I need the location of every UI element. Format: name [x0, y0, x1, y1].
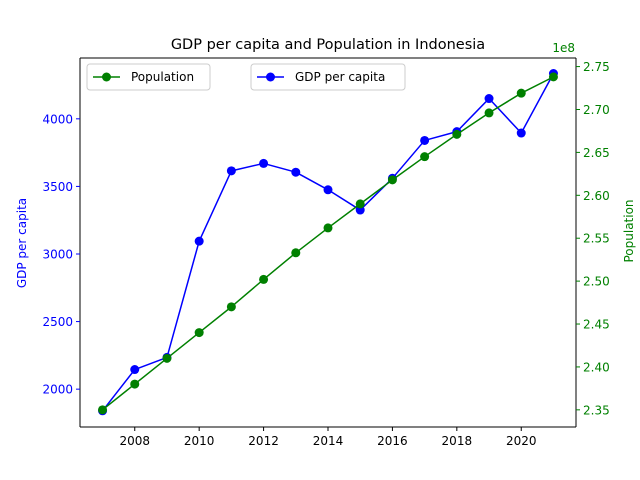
left-axis-label: GDP per capita	[15, 198, 29, 288]
data-point-gdp-per-capita	[484, 94, 494, 104]
right-tick-label: 2.70	[583, 103, 610, 117]
data-point-gdp-per-capita	[420, 135, 430, 145]
legend-population: Population	[86, 63, 211, 91]
left-tick-label: 2000	[42, 383, 73, 397]
right-tick-label: 2.40	[583, 360, 610, 374]
series-layer	[98, 69, 558, 416]
data-point-gdp-per-capita	[259, 158, 269, 168]
right-axis-label: Population	[622, 199, 636, 262]
data-point-gdp-per-capita	[291, 167, 301, 177]
legend-gdp: GDP per capita	[250, 63, 406, 91]
legend-label: GDP per capita	[295, 70, 385, 84]
left-tick-label: 3500	[42, 180, 73, 194]
data-point-population	[291, 248, 301, 258]
right-tick-label: 2.65	[583, 146, 610, 160]
x-tick-label: 2012	[248, 434, 279, 448]
data-point-population	[130, 379, 140, 389]
data-point-gdp-per-capita	[516, 128, 526, 138]
legend-marker	[266, 72, 275, 82]
data-point-population	[98, 405, 108, 415]
data-point-population	[323, 223, 333, 233]
legend-frame	[250, 63, 406, 91]
data-point-gdp-per-capita	[130, 365, 140, 375]
x-tick-label: 2018	[442, 434, 473, 448]
legend-frame	[86, 63, 211, 91]
data-point-population	[162, 353, 172, 363]
data-point-population	[259, 274, 269, 284]
x-tick-label: 2020	[506, 434, 537, 448]
right-tick-label: 2.75	[583, 60, 610, 74]
data-point-population	[452, 129, 462, 139]
data-point-population	[194, 328, 204, 338]
left-tick-label: 4000	[42, 112, 73, 126]
data-point-gdp-per-capita	[226, 166, 236, 176]
legend-marker	[102, 72, 111, 82]
left-tick-label: 2500	[42, 315, 73, 329]
right-tick-label: 2.60	[583, 189, 610, 203]
right-tick-label: 2.55	[583, 232, 610, 246]
data-point-population	[355, 199, 365, 209]
data-point-population	[516, 88, 526, 98]
x-tick-label: 2014	[313, 434, 344, 448]
data-point-gdp-per-capita	[323, 185, 333, 195]
data-point-gdp-per-capita	[194, 236, 204, 246]
legend-label: Population	[131, 70, 194, 84]
data-point-population	[484, 108, 494, 118]
x-tick-label: 2010	[184, 434, 215, 448]
data-point-gdp-per-capita	[355, 205, 365, 215]
left-tick-label: 3000	[42, 247, 73, 261]
x-axis-ticks: 2008 2010 2012 2014 2016 2018 2020	[119, 427, 537, 448]
left-axis-ticks: 2000 2500 3000 3500 4000	[42, 112, 80, 397]
right-tick-label: 2.50	[583, 275, 610, 289]
chart-title: GDP per capita and Population in Indones…	[171, 37, 485, 53]
data-point-population	[548, 72, 558, 82]
right-axis-ticks: 2.35 2.40 2.45 2.50 2.55 2.60 2.65 2.70 2.75	[576, 60, 610, 417]
right-tick-label: 2.35	[583, 403, 610, 417]
data-point-population	[387, 175, 397, 185]
right-axis-offset-text: 1e8	[552, 41, 575, 55]
plot-frame	[79, 57, 577, 428]
x-tick-label: 2008	[119, 434, 150, 448]
data-point-population	[420, 152, 430, 162]
x-tick-label: 2016	[377, 434, 408, 448]
data-point-population	[226, 302, 236, 312]
right-tick-label: 2.45	[583, 318, 610, 332]
